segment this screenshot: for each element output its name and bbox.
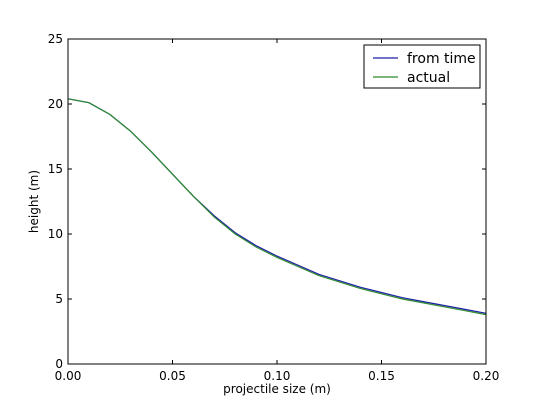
y-tick-label: 10 [48,227,63,241]
legend-box [363,44,481,89]
legend-label-1: from time [407,51,476,67]
series-line-2 [67,98,487,316]
x-tick-label: 0.00 [55,369,82,383]
series-layer [67,98,487,316]
x-axis-label: projectile size (m) [223,382,331,396]
y-tick-label: 5 [55,292,63,306]
y-tick-label: 0 [55,357,63,371]
y-tick-label: 20 [48,97,63,111]
y-axis: 0 5 10 15 20 25 [48,32,486,371]
x-tick-label: 0.15 [368,369,395,383]
x-tick-label: 0.20 [473,369,500,383]
y-tick-label: 15 [48,162,63,176]
legend: from time actual [363,44,481,89]
x-tick-label: 0.05 [159,369,186,383]
legend-label-2: actual [407,70,450,86]
x-axis: 0.00 0.05 0.10 0.15 0.20 [55,39,500,383]
x-tick-label: 0.10 [264,369,291,383]
y-tick-label: 25 [48,32,63,46]
y-axis-label: height (m) [27,170,41,233]
